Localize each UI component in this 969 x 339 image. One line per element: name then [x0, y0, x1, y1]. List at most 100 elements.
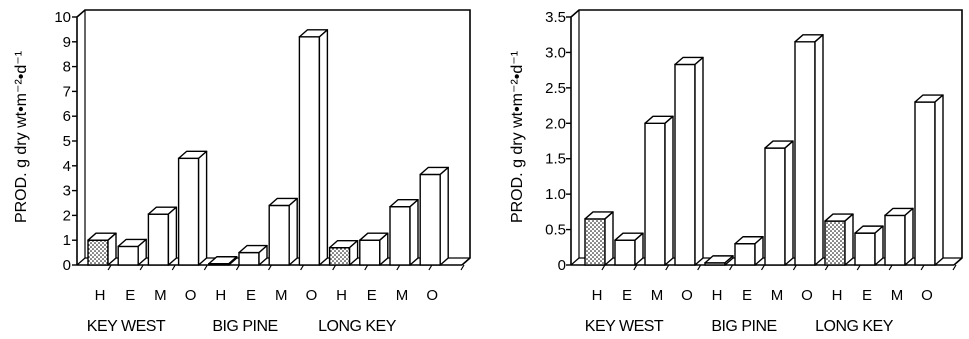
y-tick-label: 1.5	[545, 151, 566, 168]
x-category-label: E	[862, 287, 872, 304]
y-tick-label: 2.0	[545, 115, 566, 132]
bar	[764, 140, 794, 266]
x-tick	[920, 264, 925, 271]
y-tick-label: 5	[63, 133, 71, 150]
group-label: BIG PINE	[711, 318, 776, 335]
x-category-label: E	[742, 287, 752, 304]
y-tick-label: 7	[63, 83, 71, 100]
bar	[419, 166, 449, 266]
group-label: LONG KEY	[318, 318, 397, 335]
x-category-label: M	[275, 287, 288, 304]
x-tick	[235, 264, 240, 271]
x-category-label: M	[771, 287, 784, 304]
x-tick	[697, 264, 702, 271]
x-category-label: O	[426, 287, 438, 304]
y-axis-label: PROD. g dry wt•m⁻²•d⁻¹	[509, 51, 526, 223]
x-tick	[460, 264, 465, 271]
x-category-label: H	[336, 287, 347, 304]
x-category-label: H	[712, 287, 723, 304]
x-tick	[729, 264, 734, 271]
x-tick	[171, 264, 176, 271]
x-category-label: H	[215, 287, 226, 304]
bar	[147, 206, 178, 266]
y-tick-label: 3.0	[545, 44, 566, 61]
x-tick	[856, 264, 861, 271]
group-label: BIG PINE	[212, 318, 277, 335]
bar	[614, 232, 644, 266]
group-label: LONG KEY	[815, 318, 894, 335]
x-category-label: E	[622, 287, 632, 304]
bar	[584, 211, 614, 266]
y-tick-label: 3	[63, 183, 71, 200]
x-tick	[396, 264, 401, 271]
x-tick	[792, 264, 797, 271]
x-category-label: M	[154, 287, 167, 304]
bar	[208, 256, 238, 266]
bar	[117, 238, 147, 266]
x-category-label: M	[651, 287, 664, 304]
x-category-label: O	[306, 287, 318, 304]
group-label: KEY WEST	[87, 318, 166, 335]
x-tick	[107, 264, 112, 271]
x-tick	[139, 264, 144, 271]
y-tick-label: 3.5	[545, 9, 566, 26]
x-category-label: H	[592, 287, 603, 304]
y-tick-label: 2.5	[545, 80, 566, 97]
x-tick	[300, 264, 305, 271]
x-category-label: H	[832, 287, 843, 304]
x-tick	[332, 264, 337, 271]
y-tick-label: 0	[63, 257, 71, 274]
y-tick-label: 0	[558, 257, 566, 274]
x-tick	[364, 264, 369, 271]
x-tick	[665, 264, 670, 271]
x-tick	[888, 264, 893, 271]
bar	[389, 199, 419, 266]
y-tick-label: 1.0	[545, 186, 566, 203]
group-label: KEY WEST	[585, 318, 664, 335]
bar	[87, 232, 117, 266]
bar	[298, 29, 329, 266]
x-tick	[601, 264, 606, 271]
x-category-label: O	[185, 287, 197, 304]
bar	[824, 213, 854, 266]
x-category-label: O	[921, 287, 933, 304]
bar	[359, 232, 389, 266]
bar	[794, 34, 824, 266]
x-tick	[952, 264, 957, 271]
x-tick	[203, 264, 208, 271]
y-tick-label: 1	[63, 232, 71, 249]
bar	[734, 236, 764, 266]
bar	[704, 255, 734, 266]
x-category-label: O	[681, 287, 693, 304]
y-tick-label: 0.5	[545, 222, 566, 239]
x-category-label: E	[125, 287, 135, 304]
bar	[328, 239, 359, 266]
bar	[914, 94, 944, 266]
bar	[884, 207, 914, 266]
x-tick	[428, 264, 433, 271]
x-tick	[633, 264, 638, 271]
x-category-label: E	[246, 287, 256, 304]
x-tick	[267, 264, 273, 271]
x-tick	[824, 264, 829, 271]
x-category-label: H	[95, 287, 106, 304]
y-tick-label: 8	[63, 59, 71, 76]
y-axis-label: PROD. g dry wt•m⁻²•d⁻¹	[13, 51, 30, 223]
y-tick-label: 2	[63, 207, 71, 224]
x-category-label: O	[801, 287, 813, 304]
y-tick-label: 4	[63, 158, 71, 175]
bar	[238, 244, 268, 266]
y-tick-label: 9	[63, 34, 71, 51]
y-tick-label: 6	[63, 108, 71, 125]
bar	[644, 115, 674, 266]
x-tick	[760, 264, 766, 271]
bar	[268, 197, 298, 266]
x-category-label: M	[396, 287, 409, 304]
bar	[674, 56, 704, 266]
y-tick-label: 10	[54, 9, 71, 26]
bar	[854, 225, 884, 266]
x-category-label: M	[891, 287, 904, 304]
